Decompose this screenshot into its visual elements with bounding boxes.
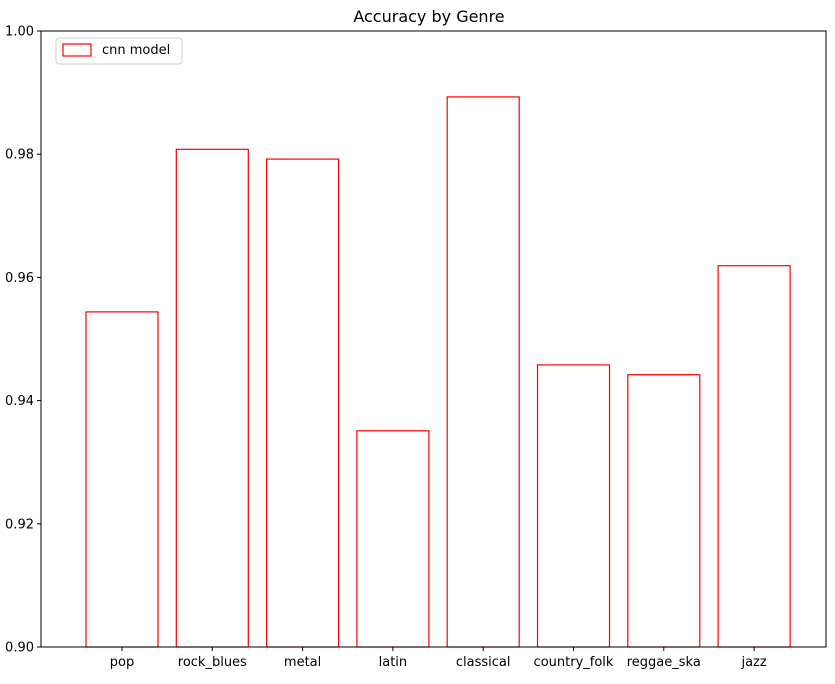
y-tick-label: 0.96	[5, 271, 34, 286]
legend-swatch-cnn-model	[62, 43, 92, 57]
x-tick-label: country_folk	[534, 655, 614, 670]
x-tick-label: reggae_ska	[627, 655, 701, 670]
bar-reggae-ska	[627, 374, 701, 648]
x-tick-label: rock_blues	[178, 655, 247, 670]
x-tick-label: classical	[456, 655, 511, 670]
y-tick-label: 0.90	[5, 641, 34, 656]
x-axis: pop rock_blues metal latin classical country_…	[110, 647, 767, 670]
bar-jazz	[717, 265, 791, 648]
bar-pop	[85, 311, 159, 648]
y-tick-label: 0.98	[5, 148, 34, 163]
x-tick-label: pop	[110, 655, 134, 670]
plot-frame	[40, 30, 827, 648]
y-tick-label: 0.94	[5, 394, 34, 409]
bar-country-folk	[536, 364, 611, 648]
y-tick-label: 1.00	[5, 25, 34, 40]
x-tick-label: latin	[379, 655, 408, 670]
bar-metal	[266, 158, 340, 648]
bar-rock-blues	[175, 148, 249, 648]
y-axis: 0.90 0.92 0.94 0.96 0.98 1.00	[5, 25, 41, 656]
chart-title: Accuracy by Genre	[353, 7, 504, 26]
y-tick-label: 0.92	[5, 517, 34, 532]
bar-latin	[356, 430, 430, 648]
legend-label-cnn-model: cnn model	[102, 43, 170, 58]
x-tick-label: metal	[284, 655, 321, 670]
bars-layer	[85, 96, 791, 648]
legend: cnn model	[55, 37, 183, 65]
x-tick-label: jazz	[740, 655, 766, 670]
bar-classical	[446, 96, 520, 648]
